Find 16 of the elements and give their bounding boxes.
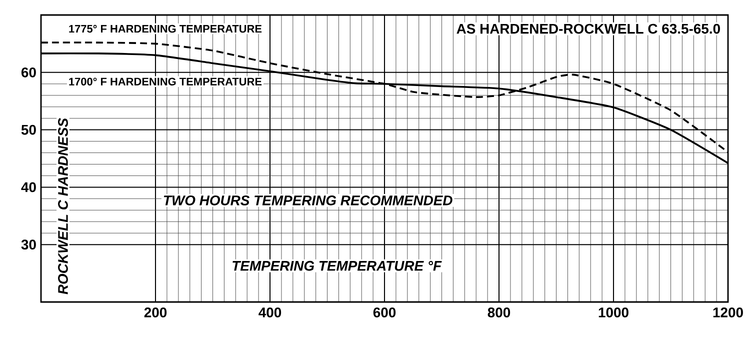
y-tick-label: 40 xyxy=(21,182,36,192)
y-tick-label: 50 xyxy=(21,124,36,135)
x-tick-label: 400 xyxy=(258,308,282,318)
y-axis-title: ROCKWELL C HARDNESS xyxy=(58,118,68,294)
x-tick-label: 200 xyxy=(144,308,167,318)
series-label: 1775° F HARDENING TEMPERATURE xyxy=(69,24,262,33)
y-tick-label: 60 xyxy=(21,67,36,78)
x-tick-label: 800 xyxy=(488,308,510,318)
annotation: TWO HOURS TEMPERING RECOMMENDED xyxy=(164,195,452,206)
series-label: 1700° F HARDENING TEMPERATURE xyxy=(69,78,262,86)
x-tick-label: 600 xyxy=(373,308,396,318)
y-tick-label: 30 xyxy=(21,240,36,250)
annotation: AS HARDENED-ROCKWELL C 63.5-65.0 xyxy=(456,24,720,34)
x-tick-label: 1200 xyxy=(713,308,743,318)
x-axis-title: TEMPERING TEMPERATURE °F xyxy=(232,260,442,271)
x-tick-label: 1000 xyxy=(598,308,628,318)
